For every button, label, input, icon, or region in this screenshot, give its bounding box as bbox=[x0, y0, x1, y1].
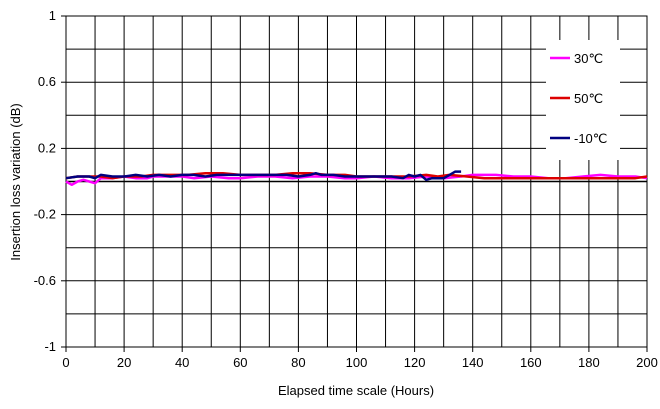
legend-label: 30℃ bbox=[574, 51, 603, 66]
x-tick-label: 0 bbox=[62, 355, 69, 370]
grid-lines bbox=[66, 16, 647, 347]
axes: 0 20 40 60 80 100 120 140 160 180 200 1 0.6 0.2 -0.2 -0… bbox=[34, 8, 658, 370]
x-tick-label: 100 bbox=[346, 355, 368, 370]
y-tick-label: -0.2 bbox=[34, 207, 56, 222]
legend-box bbox=[546, 40, 620, 160]
x-tick-label: 80 bbox=[291, 355, 305, 370]
series-line bbox=[65, 170, 462, 182]
y-axis-label: Insertion loss variation (dB) bbox=[8, 103, 23, 261]
y-tick-label: -0.6 bbox=[34, 273, 56, 288]
legend: 30℃ 50℃ -10℃ bbox=[546, 40, 620, 160]
y-tick-label: -1 bbox=[44, 339, 56, 354]
x-tick-label: 200 bbox=[636, 355, 658, 370]
legend-label: -10℃ bbox=[574, 131, 607, 146]
series-lines bbox=[65, 170, 648, 187]
x-tick-label: 20 bbox=[117, 355, 131, 370]
x-tick-label: 60 bbox=[233, 355, 247, 370]
y-tick-label: 0.6 bbox=[38, 74, 56, 89]
x-tick-label: 180 bbox=[578, 355, 600, 370]
x-tick-label: 120 bbox=[404, 355, 426, 370]
x-axis-label: Elapsed time scale (Hours) bbox=[278, 383, 434, 398]
legend-label: 50℃ bbox=[574, 91, 603, 106]
x-tick-label: 140 bbox=[462, 355, 484, 370]
x-tick-label: 40 bbox=[175, 355, 189, 370]
y-tick-label: 1 bbox=[49, 8, 56, 23]
y-tick-label: 0.2 bbox=[38, 140, 56, 155]
x-tick-label: 160 bbox=[520, 355, 542, 370]
